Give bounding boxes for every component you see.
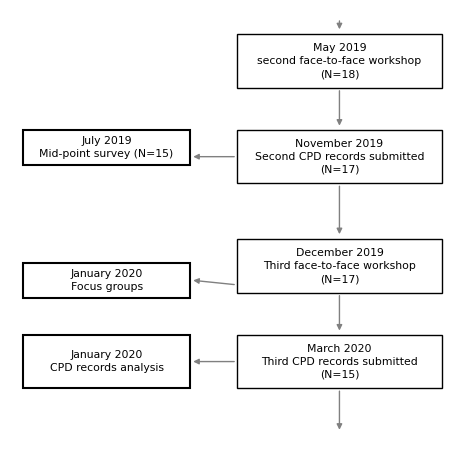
FancyBboxPatch shape xyxy=(23,335,191,388)
FancyBboxPatch shape xyxy=(237,335,442,388)
FancyBboxPatch shape xyxy=(237,239,442,293)
Text: May 2019: May 2019 xyxy=(313,43,366,53)
Text: (N=15): (N=15) xyxy=(319,370,359,380)
Text: January 2020: January 2020 xyxy=(71,269,143,279)
Text: (N=17): (N=17) xyxy=(319,164,359,175)
Text: Second CPD records submitted: Second CPD records submitted xyxy=(255,152,424,162)
Text: November 2019: November 2019 xyxy=(295,138,383,149)
FancyBboxPatch shape xyxy=(23,263,191,298)
Text: (N=17): (N=17) xyxy=(319,274,359,284)
Text: Mid-point survey (N=15): Mid-point survey (N=15) xyxy=(39,149,174,159)
Text: Focus groups: Focus groups xyxy=(71,282,143,292)
Text: (N=18): (N=18) xyxy=(319,69,359,79)
Text: Third face-to-face workshop: Third face-to-face workshop xyxy=(263,261,416,271)
FancyBboxPatch shape xyxy=(237,130,442,183)
Text: July 2019: July 2019 xyxy=(82,136,132,146)
Text: Third CPD records submitted: Third CPD records submitted xyxy=(261,356,418,366)
FancyBboxPatch shape xyxy=(23,130,191,165)
Text: January 2020: January 2020 xyxy=(71,350,143,360)
Text: March 2020: March 2020 xyxy=(307,344,372,354)
Text: CPD records analysis: CPD records analysis xyxy=(50,363,164,373)
Text: second face-to-face workshop: second face-to-face workshop xyxy=(257,56,421,66)
FancyBboxPatch shape xyxy=(237,35,442,88)
Text: December 2019: December 2019 xyxy=(295,248,383,258)
